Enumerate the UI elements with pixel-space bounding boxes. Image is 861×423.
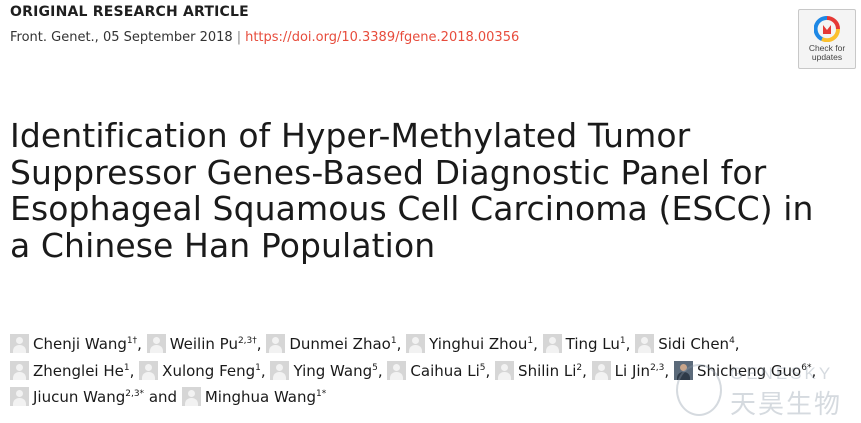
author-separator: , — [664, 361, 674, 380]
author-separator: , — [582, 361, 592, 380]
author-item[interactable]: Xulong Feng1 — [139, 360, 261, 380]
author-name[interactable]: Ting Lu — [565, 335, 620, 353]
author-name[interactable]: Shicheng Guo — [696, 361, 802, 380]
author-name[interactable]: Weilin Pu — [169, 335, 238, 353]
avatar-icon — [10, 360, 29, 380]
avatar-icon — [406, 334, 426, 353]
author-item[interactable]: Weilin Pu2,3† — [146, 334, 257, 353]
author-name[interactable]: Sidi Chen — [658, 335, 730, 353]
author-name[interactable]: Shilin Li — [518, 361, 577, 380]
author-separator: , — [260, 361, 271, 380]
author-affiliation: 2,3 — [650, 362, 665, 373]
badge-line-1: Check for — [808, 43, 846, 53]
author-affiliation: 1 — [527, 336, 534, 346]
author-affiliation: 1* — [316, 389, 327, 399]
author-item[interactable]: Caihua Li5 — [387, 360, 486, 380]
citation-separator: | — [236, 30, 242, 45]
author-affiliation: 2,3† — [237, 336, 257, 346]
watermark-logo-icon — [676, 364, 722, 416]
journal-date: Front. Genet., 05 September 2018 — [10, 30, 233, 45]
avatar-icon — [542, 334, 562, 353]
author-name[interactable]: Xulong Feng — [162, 361, 256, 380]
author-affiliation: 4 — [729, 336, 735, 346]
badge-line-2: updates — [811, 52, 843, 62]
author-item[interactable]: Li Jin2,3 — [591, 360, 665, 380]
author-item[interactable]: Minghua Wang1* — [181, 387, 327, 406]
doi-link[interactable]: https://doi.org/10.3389/fgene.2018.00356 — [245, 30, 520, 45]
author-item[interactable]: Jiucun Wang2,3* — [10, 387, 145, 406]
author-name[interactable]: Caihua Li — [410, 361, 480, 380]
author-name[interactable]: Jiucun Wang — [33, 388, 126, 406]
author-list: Chenji Wang1†, Weilin Pu2,3†, Dunmei Zha… — [10, 331, 840, 411]
avatar-icon — [635, 334, 655, 353]
author-name[interactable]: Li Jin — [614, 361, 651, 380]
author-item[interactable]: Dunmei Zhao1 — [266, 334, 397, 353]
watermark: GENESKY 天昊生物 — [676, 360, 856, 420]
check-updates-icon — [814, 16, 840, 42]
author-affiliation: 1 — [619, 336, 626, 346]
author-affiliation: 5 — [372, 362, 378, 373]
author-name[interactable]: Yinghui Zhou — [429, 335, 528, 353]
author-name[interactable]: Ying Wang — [293, 361, 373, 380]
author-item[interactable]: Yinghui Zhou1 — [406, 334, 534, 353]
author-item[interactable]: Shilin Li2 — [495, 360, 583, 380]
author-separator: , — [485, 361, 496, 380]
author-item[interactable]: Ying Wang5 — [270, 360, 378, 380]
author-item[interactable]: Ting Lu1 — [542, 334, 626, 353]
author-name[interactable]: Zhenglei He — [33, 361, 124, 380]
article-type: ORIGINAL RESEARCH ARTICLE — [10, 4, 249, 20]
avatar-icon — [146, 334, 166, 353]
author-separator: , — [129, 361, 140, 380]
author-affiliation: 1 — [255, 362, 261, 373]
author-item[interactable]: Zhenglei He1 — [10, 360, 130, 380]
author-item[interactable]: Sidi Chen4 — [635, 334, 735, 353]
author-separator: , — [396, 335, 407, 353]
avatar-icon — [10, 334, 29, 353]
author-name[interactable]: Dunmei Zhao — [289, 335, 391, 353]
avatar-icon — [139, 360, 159, 380]
avatar-icon — [266, 334, 286, 353]
watermark-en: GENESKY — [730, 364, 834, 383]
avatar-icon — [181, 387, 201, 406]
watermark-cn: 天昊生物 — [730, 390, 843, 420]
avatar-icon — [270, 360, 290, 380]
author-affiliation: 2 — [576, 362, 583, 373]
author-affiliation: 2,3* — [125, 389, 145, 399]
author-separator: , — [256, 335, 267, 353]
author-affiliation: 6* — [801, 362, 812, 373]
check-for-updates-badge[interactable]: Check for updates — [798, 9, 856, 69]
author-separator: , — [625, 335, 636, 353]
author-separator: and — [144, 388, 182, 406]
author-affiliation: 5 — [479, 362, 486, 373]
author-name[interactable]: Minghua Wang — [204, 388, 317, 406]
author-affiliation: 1† — [126, 336, 138, 346]
author-separator: , — [137, 335, 147, 353]
article-title: Identification of Hyper-Methylated Tumor… — [10, 116, 814, 265]
author-name[interactable]: Chenji Wang — [33, 335, 127, 353]
avatar-icon — [495, 360, 515, 380]
citation-line: Front. Genet., 05 September 2018 | https:/… — [10, 30, 519, 45]
author-affiliation: 1 — [390, 336, 397, 346]
author-separator: , — [533, 335, 543, 353]
author-separator: , — [811, 361, 817, 380]
avatar-icon — [387, 360, 407, 380]
avatar-icon — [591, 360, 611, 380]
avatar-icon — [10, 387, 29, 406]
author-item[interactable]: Chenji Wang1† — [10, 334, 138, 353]
author-separator: , — [377, 361, 388, 380]
author-affiliation: 1 — [123, 362, 130, 373]
author-separator: , — [734, 335, 740, 353]
